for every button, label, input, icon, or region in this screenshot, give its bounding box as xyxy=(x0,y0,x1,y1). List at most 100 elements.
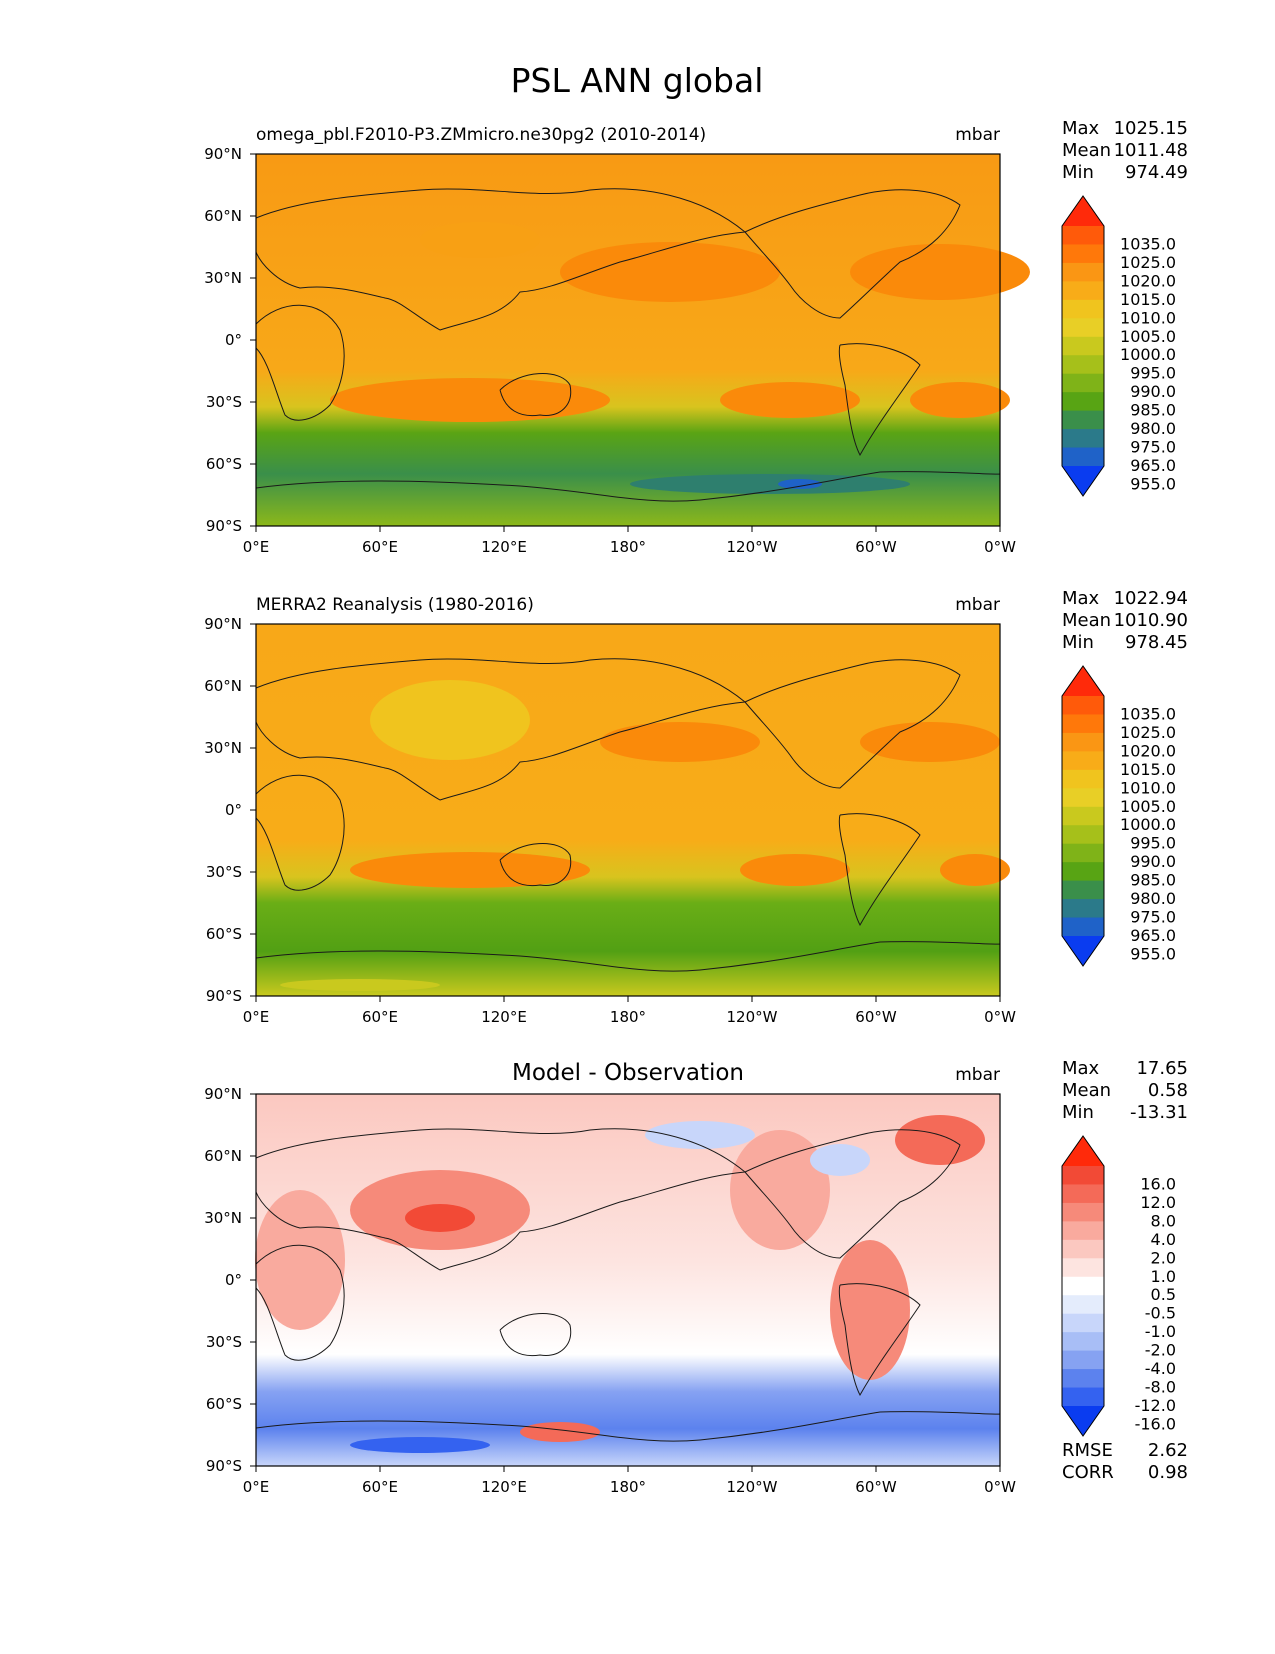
stat-value: 974.49 xyxy=(1125,162,1188,183)
x-tick-label: 120°W xyxy=(727,1478,778,1496)
map-field xyxy=(256,624,1000,996)
colorbar-segment xyxy=(1062,1202,1104,1222)
x-tick-label: 60°W xyxy=(855,1008,897,1026)
colorbar-segment xyxy=(1062,1166,1104,1185)
colorbar-segment xyxy=(1062,1184,1104,1204)
y-tick-label: 30°N xyxy=(204,739,242,757)
colorbar-tick-label: 1025.0 xyxy=(1120,253,1176,272)
colorbar-tick-label: 1035.0 xyxy=(1120,234,1176,253)
x-tick-label: 180° xyxy=(610,1478,646,1496)
x-tick-label: 120°E xyxy=(481,538,527,556)
panel-difference: Model - Observation mbar xyxy=(204,1058,1188,1496)
colorbar-tick-label: -8.0 xyxy=(1145,1378,1176,1397)
colorbar-tick-label: 1000.0 xyxy=(1120,815,1176,834)
y-tick-label: 60°S xyxy=(206,925,242,943)
stat-label: Min xyxy=(1062,632,1094,653)
colorbar-segment xyxy=(1062,751,1104,771)
y-tick-label: 30°S xyxy=(206,393,242,411)
x-axis: 0°E 60°E 120°E 180° 120°W 60°W 0°W xyxy=(243,526,1016,556)
stats-block: Max 1022.94 Mean 1010.90 Min 978.45 xyxy=(1062,588,1188,653)
high-pressure-cell xyxy=(330,378,610,422)
y-tick-label: 90°N xyxy=(204,1085,242,1103)
colorbar-segment xyxy=(1062,281,1104,301)
anomaly-positive xyxy=(405,1204,475,1232)
y-tick-label: 90°N xyxy=(204,615,242,633)
colorbar-tick-label: 1015.0 xyxy=(1120,760,1176,779)
y-tick-label: 90°S xyxy=(206,1457,242,1475)
x-tick-label: 0°W xyxy=(984,538,1016,556)
metric-label: RMSE xyxy=(1062,1440,1113,1461)
colorbar-segment xyxy=(1062,788,1104,808)
colorbar-tick-label: 1035.0 xyxy=(1120,704,1176,723)
coastline-south-america xyxy=(838,1283,921,1397)
x-tick-label: 120°E xyxy=(481,1008,527,1026)
colorbar: 1035.01025.01020.01015.01010.01005.01000… xyxy=(1061,665,1176,967)
colorbar-segment xyxy=(1062,244,1104,264)
x-tick-label: 120°E xyxy=(481,1478,527,1496)
stat-value: 17.65 xyxy=(1136,1058,1188,1079)
panel-units: mbar xyxy=(955,595,1000,615)
colorbar-tick-label: -16.0 xyxy=(1135,1414,1176,1433)
y-tick-label: 60°N xyxy=(204,207,242,225)
colorbar-tick-label: 0.5 xyxy=(1151,1285,1176,1304)
colorbar: 16.012.08.04.02.01.00.5-0.5-1.0-2.0-4.0-… xyxy=(1061,1135,1176,1437)
metric-value: 2.62 xyxy=(1148,1440,1188,1461)
colorbar-segment xyxy=(1062,447,1104,467)
colorbar-tick-label: 965.0 xyxy=(1130,926,1176,945)
colorbar-tick-label: 975.0 xyxy=(1130,438,1176,457)
x-tick-label: 60°E xyxy=(362,1008,398,1026)
high-pressure-cell xyxy=(560,242,780,302)
colorbar-segment xyxy=(1062,843,1104,863)
x-tick-label: 0°W xyxy=(984,1008,1016,1026)
low-pressure-cell xyxy=(280,979,440,991)
colorbar-tick-label: -12.0 xyxy=(1135,1396,1176,1415)
stat-label: Mean xyxy=(1062,140,1111,161)
y-tick-label: 0° xyxy=(225,801,242,819)
x-tick-label: 180° xyxy=(610,538,646,556)
anomaly-positive xyxy=(895,1115,985,1165)
y-tick-label: 90°S xyxy=(206,517,242,535)
x-axis: 0°E 60°E 120°E 180° 120°W 60°W 0°W xyxy=(243,996,1016,1026)
colorbar-extend-min xyxy=(1062,936,1104,966)
colorbar-segment xyxy=(1062,392,1104,412)
y-tick-label: 60°N xyxy=(204,677,242,695)
metrics-block: RMSE 2.62 CORR 0.98 xyxy=(1062,1440,1188,1483)
colorbar-tick-label: 1020.0 xyxy=(1120,271,1176,290)
colorbar-tick-label: 2.0 xyxy=(1151,1248,1176,1267)
colorbar-segment xyxy=(1062,880,1104,900)
stat-value: 978.45 xyxy=(1125,632,1188,653)
coastline-eurasia xyxy=(255,1128,747,1271)
colorbar-tick-label: 955.0 xyxy=(1130,474,1176,493)
colorbar-segment xyxy=(1062,1239,1104,1259)
x-tick-label: 0°W xyxy=(984,1478,1016,1496)
anomaly-negative xyxy=(810,1144,870,1176)
colorbar-segment xyxy=(1062,1332,1104,1352)
stat-label: Mean xyxy=(1062,610,1111,631)
colorbar-tick-label: 8.0 xyxy=(1151,1211,1176,1230)
colorbar-tick-label: 1015.0 xyxy=(1120,290,1176,309)
colorbar-extend-min xyxy=(1062,466,1104,496)
stat-value: -13.31 xyxy=(1130,1102,1188,1123)
colorbar-outline xyxy=(1061,195,1105,497)
colorbar-tick-label: 1010.0 xyxy=(1120,778,1176,797)
coastline-africa xyxy=(255,774,345,891)
colorbar-tick-label: 990.0 xyxy=(1130,382,1176,401)
panel-model: omega_pbl.F2010-P3.ZMmicro.ne30pg2 (2010… xyxy=(204,118,1188,556)
y-tick-label: 60°S xyxy=(206,455,242,473)
colorbar-tick-label: 980.0 xyxy=(1130,419,1176,438)
colorbar-segment xyxy=(1062,299,1104,319)
panel-title: omega_pbl.F2010-P3.ZMmicro.ne30pg2 (2010… xyxy=(256,125,706,145)
anomaly-positive xyxy=(830,1240,910,1380)
high-pressure-cell xyxy=(350,852,590,888)
coastline-north-america xyxy=(744,1129,961,1259)
panel-units: mbar xyxy=(955,125,1000,145)
panel-title: Model - Observation xyxy=(512,1060,744,1086)
coastline-antarctica xyxy=(255,471,1001,502)
coastline-australia xyxy=(499,373,572,417)
y-tick-label: 0° xyxy=(225,1271,242,1289)
x-tick-label: 120°W xyxy=(727,538,778,556)
x-tick-label: 0°E xyxy=(243,1478,270,1496)
x-tick-label: 180° xyxy=(610,1008,646,1026)
coastline-eurasia xyxy=(255,658,747,801)
